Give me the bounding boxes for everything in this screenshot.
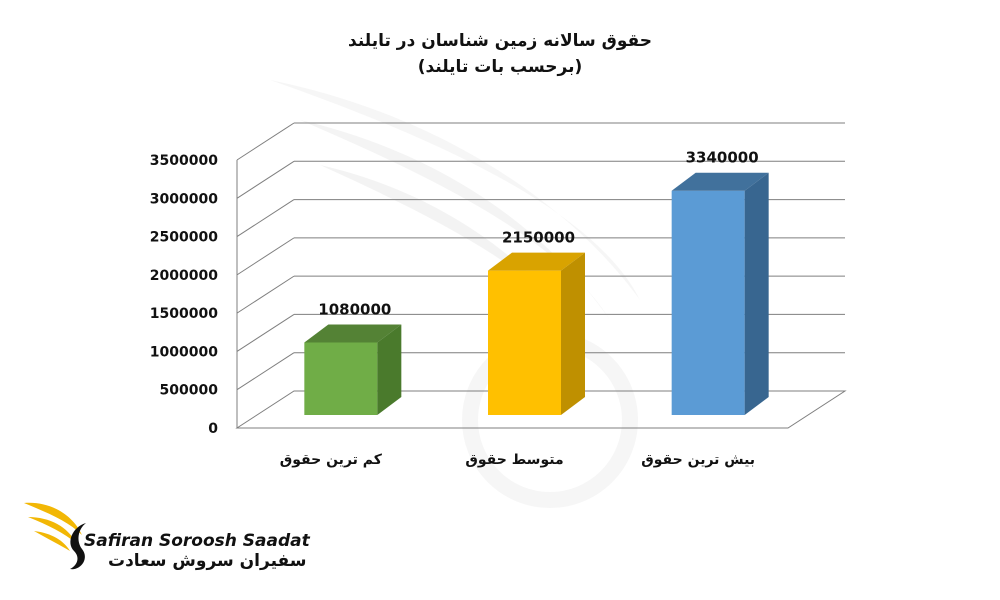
chart-title-block: حقوق سالانه زمین شناسان در تایلند (برحسب… bbox=[0, 28, 1000, 80]
bar-top bbox=[488, 252, 585, 271]
bar-top bbox=[304, 324, 402, 343]
bars bbox=[304, 172, 769, 415]
gridline-depth bbox=[236, 160, 295, 199]
y-tick-label: 2500000 bbox=[150, 230, 218, 246]
bar-side bbox=[561, 252, 585, 415]
x-axis: کم ترین حقوق متوسط حقوق بیش ترین حقوق bbox=[280, 452, 755, 468]
floor bbox=[235, 390, 847, 429]
y-tick-label: 1000000 bbox=[150, 344, 218, 360]
bar-side bbox=[377, 324, 402, 415]
brand-logo: Safiran Soroosh Saadat سفیران سروش سعادت bbox=[20, 495, 310, 580]
y-axis: 0 500000 1000000 1500000 2000000 2500000 30000… bbox=[150, 153, 218, 437]
gridline-depth bbox=[236, 275, 295, 314]
chart-title: حقوق سالانه زمین شناسان در تایلند bbox=[348, 31, 652, 51]
y-tick-label: 0 bbox=[208, 421, 218, 437]
bar-front bbox=[488, 270, 561, 415]
gridline-depth bbox=[236, 199, 295, 237]
y-tick-label: 3500000 bbox=[150, 153, 218, 169]
gridline-depth bbox=[236, 314, 295, 352]
gridline-depth bbox=[236, 237, 295, 276]
y-tick-label: 3000000 bbox=[150, 191, 218, 207]
bar-front bbox=[304, 342, 378, 415]
y-tick-label: 2000000 bbox=[150, 268, 218, 284]
gridline-depth bbox=[236, 122, 295, 161]
x-tick-label: کم ترین حقوق bbox=[280, 452, 383, 468]
data-label: 2150000 bbox=[502, 229, 575, 247]
bar-top bbox=[671, 172, 769, 191]
y-tick-label: 500000 bbox=[160, 383, 219, 399]
chart-subtitle: (برحسب بات تایلند) bbox=[417, 57, 583, 77]
bar-side bbox=[744, 172, 769, 415]
data-labels: 1080000 2150000 3340000 bbox=[318, 149, 758, 319]
data-label: 1080000 bbox=[318, 300, 391, 318]
logo-text-fa: سفیران سروش سعادت bbox=[108, 551, 307, 571]
y-tick-label: 1500000 bbox=[150, 306, 218, 322]
x-tick-label: بیش ترین حقوق bbox=[641, 452, 755, 468]
x-tick-label: متوسط حقوق bbox=[465, 452, 563, 468]
data-label: 3340000 bbox=[686, 149, 759, 167]
gridline-depth bbox=[236, 352, 295, 391]
bar-front bbox=[671, 190, 745, 415]
logo-text-en: Safiran Soroosh Saadat bbox=[84, 531, 310, 551]
wing-icon bbox=[24, 502, 86, 570]
